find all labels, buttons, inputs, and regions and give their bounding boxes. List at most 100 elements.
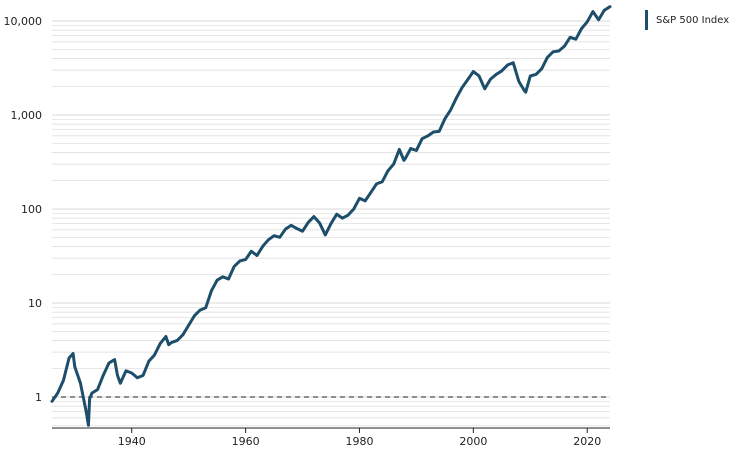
data-point xyxy=(227,277,230,281)
data-point xyxy=(87,424,90,427)
data-point xyxy=(307,221,310,224)
data-point xyxy=(591,10,595,13)
data-point xyxy=(50,400,54,403)
data-point xyxy=(193,314,196,318)
data-point xyxy=(466,78,469,81)
data-point xyxy=(563,44,566,48)
data-point xyxy=(312,215,316,218)
data-point xyxy=(71,352,75,355)
data-point xyxy=(603,9,606,12)
data-point xyxy=(295,227,299,230)
data-point xyxy=(267,238,270,242)
data-point xyxy=(529,74,532,78)
data-point xyxy=(284,227,287,231)
data-point xyxy=(147,360,150,363)
data-point xyxy=(512,61,515,64)
data-point xyxy=(90,391,94,395)
data-point xyxy=(574,38,578,41)
data-point xyxy=(517,80,521,83)
data-point xyxy=(84,410,88,413)
data-point xyxy=(455,96,458,100)
data-point xyxy=(130,371,133,375)
data-point xyxy=(238,259,242,263)
data-point xyxy=(176,339,179,342)
data-point xyxy=(278,236,281,239)
data-point xyxy=(158,342,162,345)
data-point xyxy=(551,50,555,54)
y-ticks: 1 10 100 1,000 10,000 xyxy=(4,15,43,404)
data-point xyxy=(352,207,355,211)
data-point xyxy=(460,86,464,89)
data-point xyxy=(426,134,429,138)
data-point xyxy=(116,374,119,377)
data-point xyxy=(489,78,492,81)
data-point xyxy=(255,254,259,257)
data-point xyxy=(198,308,202,312)
data-point xyxy=(318,221,321,225)
data-point xyxy=(381,180,384,183)
data-point xyxy=(233,265,236,268)
data-point xyxy=(96,388,99,391)
data-point xyxy=(102,374,105,377)
data-point xyxy=(472,70,475,73)
data-point xyxy=(500,69,504,73)
data-point xyxy=(164,335,168,338)
data-point xyxy=(153,353,156,357)
data-point xyxy=(608,5,612,8)
data-point xyxy=(136,376,139,380)
data-point xyxy=(437,130,441,133)
data-point xyxy=(204,306,207,309)
data-point xyxy=(568,36,572,39)
data-point xyxy=(483,87,486,90)
data-point xyxy=(79,382,82,385)
data-point xyxy=(244,258,247,261)
data-point xyxy=(557,49,560,53)
data-point xyxy=(346,213,350,217)
data-point xyxy=(167,343,170,346)
data-point xyxy=(494,73,498,76)
legend-swatch xyxy=(645,10,648,30)
data-point xyxy=(341,216,344,220)
x-tick-label: 1980 xyxy=(345,435,373,448)
data-point xyxy=(181,333,185,336)
y-tick-label: 100 xyxy=(21,203,42,216)
legend-label-sp500: S&P 500 Index xyxy=(656,14,730,26)
data-point xyxy=(534,73,538,76)
data-point xyxy=(375,182,378,186)
data-point xyxy=(524,90,527,94)
data-point xyxy=(409,147,412,150)
data-point xyxy=(187,324,190,327)
data-point xyxy=(432,130,435,134)
data-point xyxy=(119,382,122,385)
data-point xyxy=(221,275,225,278)
data-point xyxy=(597,18,600,21)
data-point xyxy=(477,74,481,78)
legend: S&P 500 Index xyxy=(645,10,729,30)
data-point xyxy=(301,230,304,233)
data-point xyxy=(73,365,76,368)
y-tick-label: 10,000 xyxy=(4,15,43,28)
data-point xyxy=(386,169,390,172)
data-point xyxy=(398,148,401,151)
data-point xyxy=(289,224,293,227)
data-point xyxy=(363,199,367,203)
data-point xyxy=(56,391,59,395)
data-point xyxy=(88,397,91,401)
data-points xyxy=(50,5,612,427)
data-point xyxy=(586,20,589,24)
data-point xyxy=(141,374,145,377)
data-point xyxy=(369,191,373,194)
x-tick-label: 1960 xyxy=(232,435,260,448)
series-line-sp500 xyxy=(50,5,612,427)
data-point xyxy=(107,361,111,365)
data-point xyxy=(580,27,583,30)
data-point xyxy=(449,108,452,112)
data-point xyxy=(210,289,213,292)
y-tick-label: 10 xyxy=(28,297,42,310)
data-point xyxy=(392,162,395,166)
x-tick-label: 2000 xyxy=(459,435,487,448)
x-ticks: 1940 1960 1980 2000 2020 xyxy=(118,428,601,448)
data-point xyxy=(546,56,549,59)
data-point xyxy=(358,197,361,200)
